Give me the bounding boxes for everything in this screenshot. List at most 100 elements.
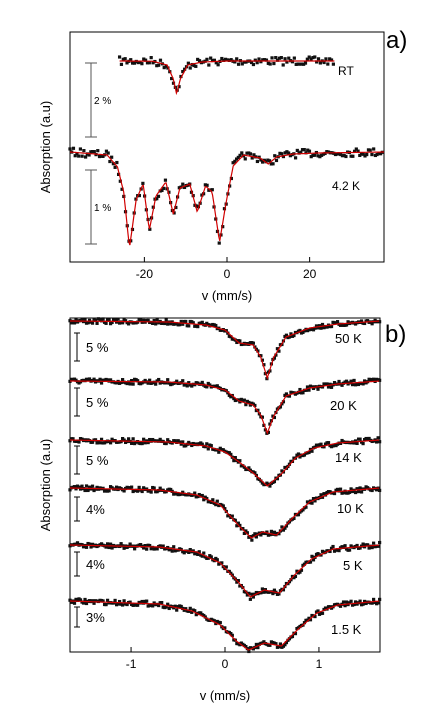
panel-b-data-point	[259, 354, 263, 358]
panel-a-data-point	[300, 62, 304, 66]
panel-b-data-point	[161, 544, 165, 548]
panel-b-data-point	[221, 504, 225, 508]
panel-b-data-point	[241, 526, 245, 531]
panel-b-data-point	[164, 381, 168, 385]
panel-b-data-point	[242, 465, 246, 469]
panel-a-data-point	[111, 162, 115, 166]
panel-b-data-point	[376, 601, 380, 605]
panel-b-data-point	[260, 358, 264, 362]
panel-a-data-point	[316, 57, 321, 61]
panel-a-data-point	[261, 160, 265, 164]
panel-a-data-point	[97, 154, 102, 159]
panel-b-data-point	[244, 529, 248, 533]
panel-a-data-point	[142, 57, 146, 61]
panel-b-data-point	[244, 403, 248, 407]
panel-a-data-point	[145, 61, 150, 65]
panel-b-data-point	[166, 322, 170, 326]
panel-a-data-point	[349, 154, 353, 158]
panel-a-data-point	[149, 56, 153, 60]
panel-b-data-point	[338, 604, 343, 608]
panel-b-data-point	[287, 335, 292, 339]
panel-b-data-point	[86, 321, 90, 325]
panel-b-data-point	[253, 532, 257, 536]
panel-b-data-point	[370, 322, 374, 326]
panel-a-data-point	[278, 151, 282, 155]
panel-a-data-point	[262, 158, 266, 162]
panel-b-data-point	[84, 484, 89, 488]
panel-b-series-labels: 50 K 20 K 14 K 10 K 5 K 1.5 K	[330, 331, 364, 637]
panel-b-data-point	[145, 599, 149, 603]
panel-a-data-point	[281, 154, 286, 159]
panel-a-data-point	[236, 62, 241, 66]
panel-b-data-point	[104, 321, 108, 325]
panel-b-data-point	[229, 571, 233, 575]
panel-b-data-point	[247, 466, 251, 470]
panel-a-fit-line	[119, 60, 335, 96]
panel-b-data-point	[251, 534, 255, 538]
panel-b-data-point	[378, 488, 382, 493]
panel-b-data-point	[292, 333, 296, 338]
panel-b-data-point	[370, 545, 374, 550]
panel-a-data-point	[106, 151, 110, 155]
panel-b-data-point	[193, 383, 197, 387]
panel-a-data-point	[259, 60, 263, 64]
panel-b-data-point	[274, 642, 278, 646]
panel-b-data-point	[68, 598, 72, 602]
panel-b-data-point	[242, 531, 246, 536]
panel-a-data-point	[160, 188, 164, 193]
panel-b-data-point	[245, 531, 249, 535]
panel-b-data-point	[340, 383, 344, 387]
panel-b-data-point	[316, 326, 320, 330]
panel-b-label: b)	[385, 321, 406, 348]
panel-b-data-point	[259, 479, 263, 483]
panel-a-y-axis-label: Absorption (a.u)	[38, 101, 53, 194]
panel-b-data-point	[197, 550, 201, 554]
panel-b-data-point	[247, 400, 251, 405]
panel-b-data-point	[355, 543, 359, 548]
panel-b-data-point	[122, 599, 126, 603]
panel-a-data-point	[162, 186, 166, 190]
panel-a-data-point	[290, 60, 295, 64]
panel-a-data-point	[99, 154, 103, 158]
panel-b-data-point	[145, 439, 149, 443]
panel-b-data-point	[284, 333, 289, 337]
panel-b-series-label: 50 K	[335, 331, 362, 346]
panel-a-data-point	[248, 152, 253, 156]
panel-b-data-point	[356, 490, 361, 494]
panel-a-data-point	[110, 155, 114, 159]
panel-b-data-point	[181, 440, 185, 444]
panel-a-data-point	[311, 153, 315, 158]
panel-a-data-point	[238, 153, 242, 157]
panel-b-data-point	[355, 441, 359, 446]
panel-b-data-point	[190, 443, 194, 448]
panel-b-data-point	[305, 385, 310, 389]
panel-b-data-point	[127, 437, 131, 441]
panel-b-data-point	[251, 341, 255, 345]
panel-b-data-point	[244, 644, 248, 649]
panel-b-data-point	[154, 322, 158, 326]
panel-b-data-point	[184, 607, 188, 611]
panel-a-data-point	[140, 62, 144, 66]
panel-b-data-point	[347, 548, 352, 552]
panel-b-data-point	[206, 556, 210, 560]
panel-a-data-point	[233, 60, 237, 64]
panel-a-data-point	[276, 58, 280, 62]
panel-b-data-point	[307, 388, 311, 392]
panel-b-data-point	[250, 592, 254, 596]
panel-b-data-point	[269, 529, 274, 533]
panel-b-data-point	[277, 532, 281, 536]
panel-a-data-point	[257, 57, 261, 61]
panel-b-data-point	[247, 649, 251, 654]
panel-b-data-point	[262, 363, 266, 367]
panel-a-data-point	[271, 162, 275, 166]
panel-b-data-point	[139, 542, 143, 547]
panel-a-data-point	[316, 154, 320, 158]
panel-a-data-point	[339, 152, 343, 157]
panel-b-data-point	[84, 601, 89, 606]
panel-a-data-point	[115, 160, 119, 165]
panel-b-scale-label: 5 %	[86, 395, 109, 410]
panel-b-data-point	[152, 601, 156, 605]
panel-b-data-point	[205, 496, 209, 501]
panel-b-data-point	[164, 490, 168, 494]
panel-b-data-point	[128, 600, 132, 604]
